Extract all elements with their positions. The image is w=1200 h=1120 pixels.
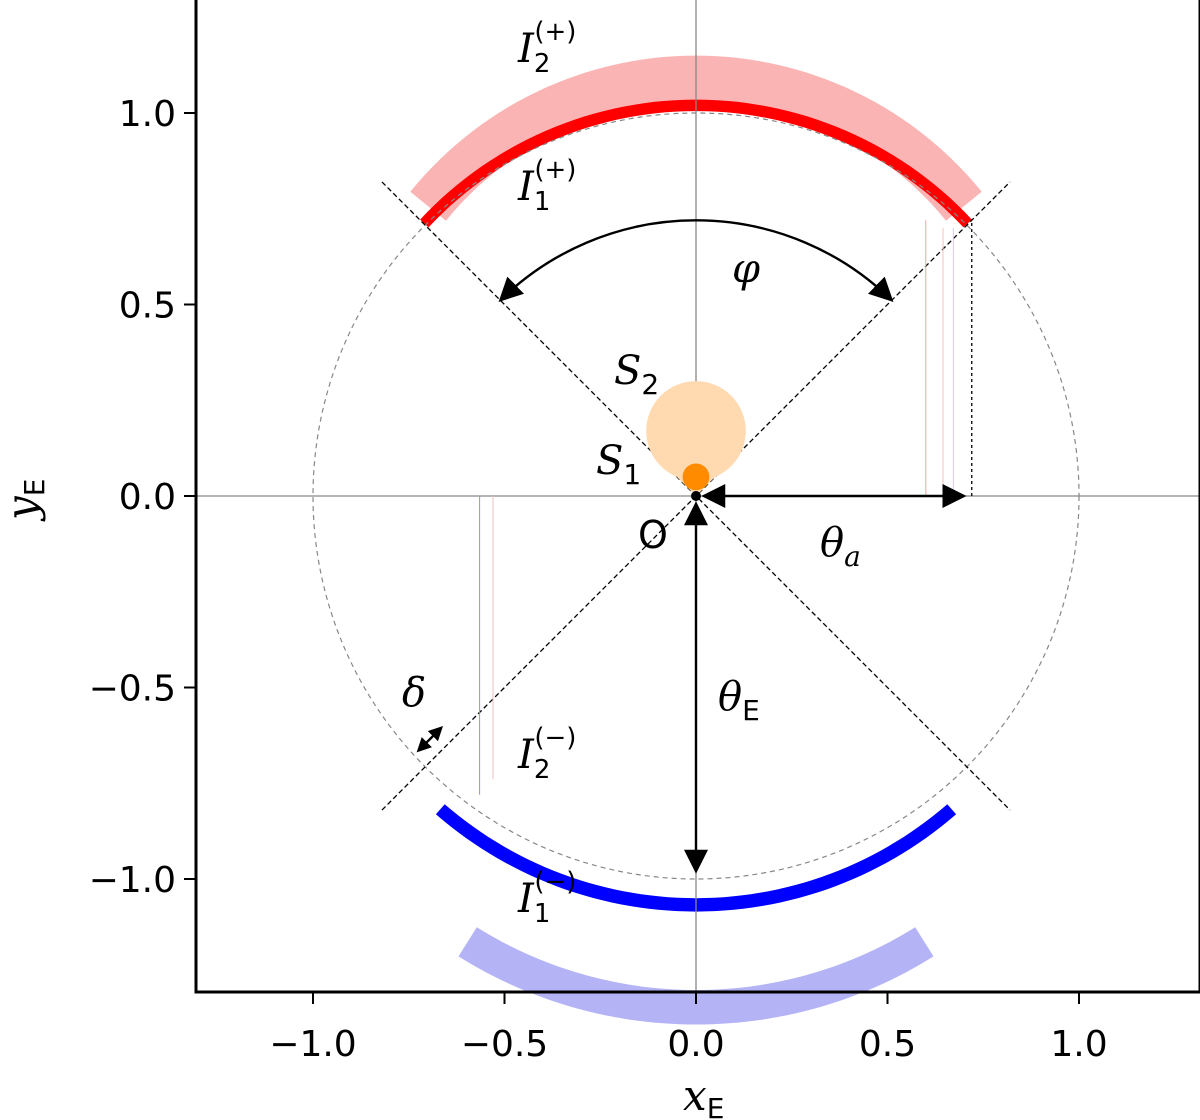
lensed-images — [410, 55, 982, 1025]
annotation-arrows — [416, 219, 967, 874]
y-axis-label: yE — [0, 479, 51, 522]
y-tick-label: 0.5 — [119, 286, 176, 327]
image-I1-minus — [435, 804, 957, 912]
label-I2-minus: I2(−) — [517, 723, 576, 785]
label-S1: S1 — [596, 438, 641, 491]
x-axis-label: xE — [683, 1071, 724, 1120]
image-I2-minus — [458, 927, 934, 1025]
y-tick-label: −0.5 — [89, 669, 176, 710]
phi-arrow — [498, 219, 894, 302]
x-tick-label: −0.5 — [461, 1024, 548, 1065]
label-S2: S2 — [614, 348, 659, 401]
label-delta: δ — [402, 670, 426, 716]
y-tick-label: −1.0 — [89, 860, 176, 901]
label-I1-plus: I1(+) — [517, 155, 576, 217]
label-I2-plus: I2(+) — [517, 17, 576, 79]
label-origin: O — [638, 513, 668, 557]
image-I2-plus — [410, 55, 982, 221]
y-tick-label: 1.0 — [119, 94, 176, 135]
delta-arrow — [416, 726, 444, 753]
label-I1-minus: I1(−) — [517, 867, 576, 929]
origin-point — [691, 491, 701, 501]
x-tick-label: −1.0 — [269, 1024, 356, 1065]
axis-ticks: −1.0 −0.5 0.0 0.5 1.0 1.0 0.5 0.0 −0.5 −1.0 — [89, 94, 1108, 1065]
x-tick-label: 0.0 — [667, 1024, 724, 1065]
sources — [646, 381, 746, 501]
label-phi: φ — [732, 246, 760, 292]
label-theta-E: θE — [718, 674, 760, 727]
y-tick-label: 0.0 — [119, 477, 176, 518]
x-tick-label: 1.0 — [1050, 1024, 1107, 1065]
image-I1-plus — [420, 99, 972, 228]
source-S1 — [682, 463, 710, 491]
x-tick-label: 0.5 — [859, 1024, 916, 1065]
label-theta-a: θa — [820, 520, 861, 573]
